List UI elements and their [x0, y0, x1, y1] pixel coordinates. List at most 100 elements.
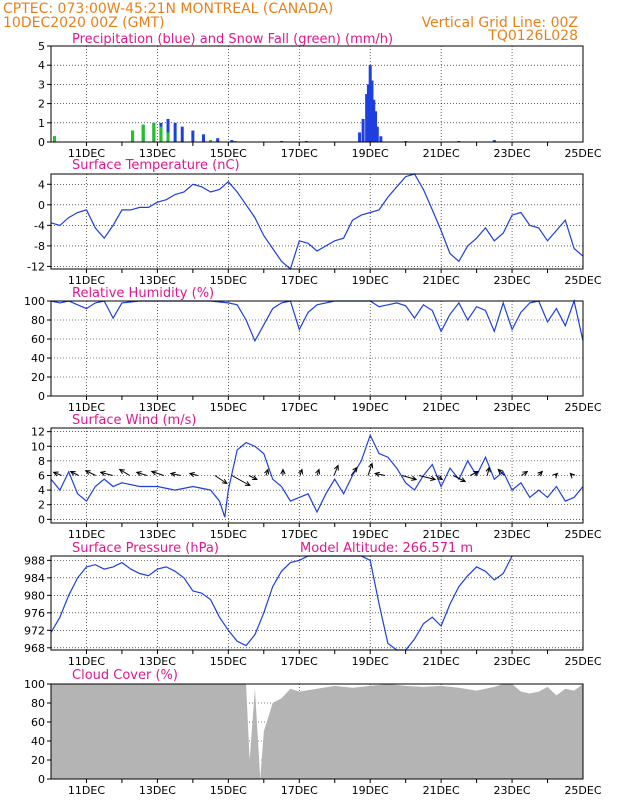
panel-title: Cloud Cover (%) [72, 668, 178, 683]
wind-vector [151, 471, 164, 476]
wind-vector-head [84, 470, 91, 475]
wind-vector-head [135, 471, 142, 477]
wind-vector-head [537, 470, 544, 477]
wind-vector [100, 471, 113, 476]
y-tick-label: 984 [24, 572, 45, 585]
y-tick-label: -8 [34, 240, 45, 253]
snow-bar [131, 130, 135, 142]
x-tick-label: 13DEC [139, 147, 176, 160]
wind-vector-head [244, 481, 251, 487]
wind-vector-head [552, 472, 559, 479]
x-tick-label: 23DEC [494, 784, 531, 797]
series-line [50, 173, 584, 271]
x-tick-label: 19DEC [352, 274, 389, 287]
y-tick-label: 0 [38, 773, 45, 786]
x-tick-label: 25DEC [564, 528, 601, 541]
y-tick-label: 0 [38, 199, 45, 212]
wind-vector [70, 471, 79, 476]
wind-vector-head [69, 470, 76, 476]
y-tick-label: 100 [24, 295, 45, 308]
wind-vector [497, 469, 505, 476]
x-tick-label: 25DEC [564, 655, 601, 668]
wind-vector-head [264, 468, 270, 475]
x-tick-label: 13DEC [139, 784, 176, 797]
precip-bar [492, 140, 496, 142]
x-tick-label: 15DEC [210, 655, 247, 668]
y-tick-label: 988 [24, 554, 45, 567]
x-tick-label: 17DEC [281, 401, 318, 414]
y-tick-label: 20 [31, 754, 45, 767]
wind-vector [189, 473, 198, 476]
wind-vector [85, 470, 96, 476]
snow-bar [53, 136, 57, 142]
x-tick-label: 23DEC [494, 528, 531, 541]
y-tick-label: 0 [38, 513, 45, 526]
panel-6 [47, 683, 584, 783]
y-tick-label: 4 [38, 178, 45, 191]
cloud-cover-area [51, 684, 583, 779]
plot-frame [50, 45, 584, 143]
y-tick-label: 3 [38, 78, 45, 91]
y-tick-label: 4 [38, 484, 45, 497]
y-tick-label: 980 [24, 589, 45, 602]
y-tick-label: 40 [31, 735, 45, 748]
x-tick-label: 11DEC [68, 655, 105, 668]
precip-bar [361, 118, 365, 142]
x-tick-label: 15DEC [210, 784, 247, 797]
y-tick-label: 80 [31, 697, 45, 710]
x-tick-label: 21DEC [423, 274, 460, 287]
y-tick-label: 8 [38, 455, 45, 468]
x-tick-label: 19DEC [352, 655, 389, 668]
snow-bar [166, 132, 170, 142]
x-tick-label: 15DEC [210, 274, 247, 287]
y-tick-label: 0 [38, 136, 45, 149]
wind-vector [486, 467, 490, 476]
panel-title: Precipitation (blue) and Snow Fall (gree… [72, 32, 393, 47]
wind-vector-head [368, 462, 374, 469]
header-model-code: TQ0126L028 [487, 28, 578, 44]
x-tick-label: 13DEC [139, 655, 176, 668]
plot-frame [50, 300, 584, 397]
wind-vector-head [569, 472, 576, 479]
x-tick-label: 23DEC [494, 401, 531, 414]
precip-bar [173, 122, 177, 142]
wind-vector [170, 473, 181, 476]
x-tick-label: 19DEC [352, 528, 389, 541]
wind-vector-head [473, 470, 480, 476]
y-tick-label: 60 [31, 333, 45, 346]
wind-vector-head [497, 468, 504, 475]
panel-1 [47, 45, 584, 146]
precip-bar [202, 134, 206, 142]
y-tick-label: 4 [38, 59, 45, 72]
x-tick-label: 21DEC [423, 655, 460, 668]
x-tick-label: 21DEC [423, 401, 460, 414]
x-tick-label: 11DEC [68, 528, 105, 541]
x-tick-label: 11DEC [68, 401, 105, 414]
y-tick-label: 2 [38, 499, 45, 512]
snow-bar [152, 122, 156, 142]
panel-title: Surface Temperature (nC) [72, 158, 240, 173]
header-date: 10DEC2020 00Z (GMT) [3, 15, 165, 31]
precip-bar [379, 136, 383, 142]
precip-bar [365, 94, 369, 142]
snow-bar [141, 124, 145, 142]
x-tick-label: 13DEC [139, 274, 176, 287]
precip-bar [191, 130, 195, 142]
y-tick-label: -4 [34, 219, 45, 232]
wind-vector [333, 465, 339, 476]
x-tick-label: 21DEC [423, 147, 460, 160]
wind-vector-head [460, 477, 467, 483]
wind-vector-head [251, 475, 258, 481]
x-tick-label: 25DEC [564, 274, 601, 287]
wind-vector [435, 475, 443, 480]
precip-bar [370, 80, 374, 142]
header-grid-note: Vertical Grid Line: 00Z [422, 15, 578, 31]
precip-bar [180, 126, 184, 142]
y-tick-label: 968 [24, 642, 45, 655]
y-tick-label: 5 [38, 40, 45, 53]
x-tick-label: 15DEC [210, 528, 247, 541]
wind-vector-head [169, 471, 176, 477]
x-tick-label: 23DEC [494, 274, 531, 287]
wind-vector-head [485, 466, 491, 473]
panel-subtitle: Model Altitude: 266.571 m [300, 541, 473, 556]
